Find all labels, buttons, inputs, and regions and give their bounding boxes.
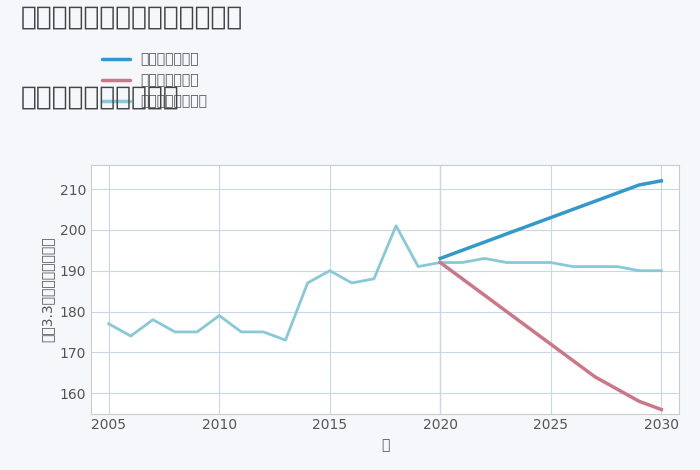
Text: 神奈川県横浜市港北区篠原北の: 神奈川県横浜市港北区篠原北の bbox=[21, 5, 244, 31]
X-axis label: 年: 年 bbox=[381, 438, 389, 452]
Y-axis label: 坪（3.3㎡）単価（万円）: 坪（3.3㎡）単価（万円） bbox=[40, 236, 54, 342]
Text: 中古戸建ての価格推移: 中古戸建ての価格推移 bbox=[21, 85, 180, 110]
Text: ノーマルシナリオ: ノーマルシナリオ bbox=[140, 94, 207, 108]
Text: グッドシナリオ: グッドシナリオ bbox=[140, 52, 199, 66]
Text: バッドシナリオ: バッドシナリオ bbox=[140, 73, 199, 87]
